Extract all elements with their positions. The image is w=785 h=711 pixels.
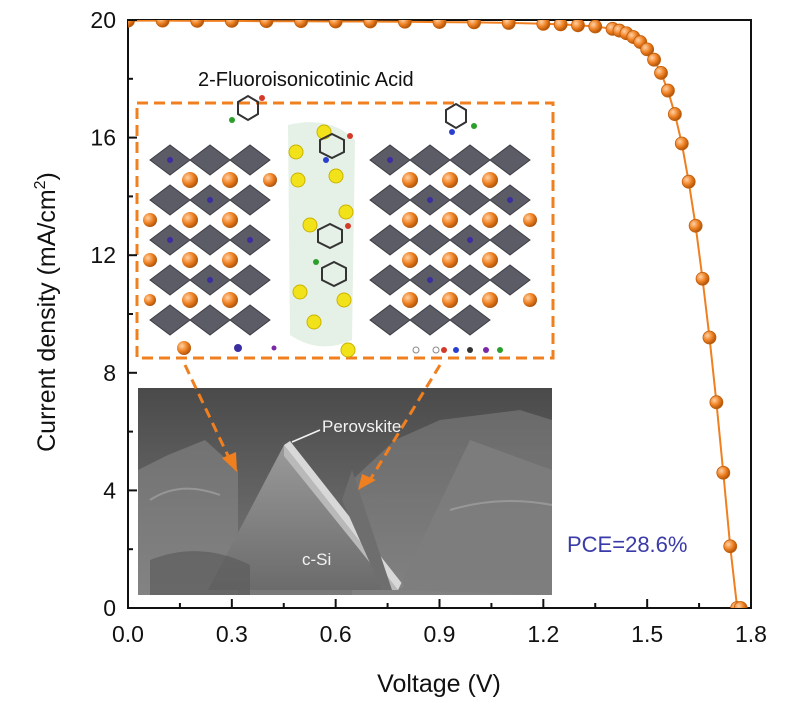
data-point: [467, 20, 482, 30]
x-axis-title: Voltage (V): [377, 670, 501, 698]
data-point: [702, 330, 717, 345]
data-point: [571, 20, 585, 33]
data-point: [709, 395, 724, 410]
perovskite-label: Perovskite: [322, 417, 401, 436]
y-tick-label: 12: [90, 242, 116, 268]
data-point: [553, 20, 568, 32]
c-si-label: c-Si: [302, 550, 331, 569]
x-tick-label: 0.0: [112, 621, 144, 647]
y-axis: 0 4 8 12 16 20: [90, 7, 137, 621]
y-tick-label: 4: [103, 477, 116, 503]
data-point: [259, 20, 274, 29]
x-tick-label: 0.6: [320, 621, 352, 647]
y-axis-title-sup: 2: [32, 180, 49, 189]
y-axis-title: Current density (mA/cm2): [32, 172, 61, 452]
data-point: [654, 66, 668, 80]
x-tick-label: 0.3: [216, 621, 248, 647]
data-point: [432, 20, 447, 29]
x-axis: 0.0 0.3 0.6 0.9 1.2 1.5 1.8: [112, 599, 767, 647]
data-point: [733, 601, 748, 608]
data-point: [640, 42, 655, 57]
arrow-heads: [222, 452, 376, 490]
y-axis-title-tail: ): [33, 172, 61, 180]
x-tick-label: 1.2: [527, 621, 559, 647]
data-point: [688, 218, 703, 233]
y-tick-label: 0: [103, 595, 116, 621]
inset-title: 2-Fluoroisonicotinic Acid: [198, 69, 414, 91]
data-point: [723, 539, 738, 554]
data-point: [190, 20, 205, 28]
data-point: [224, 20, 239, 28]
data-point: [328, 20, 343, 29]
data-point: [536, 20, 551, 31]
data-point: [716, 465, 731, 480]
data-point: [155, 20, 170, 28]
x-tick-label: 1.8: [735, 621, 767, 647]
y-tick-label: 20: [90, 7, 116, 33]
data-point: [363, 20, 378, 29]
data-point: [674, 136, 689, 151]
x-tick-label: 0.9: [424, 621, 456, 647]
inset-connector-arrows: [183, 364, 442, 481]
data-point: [667, 107, 682, 121]
data-point: [681, 174, 696, 189]
data-layer: [128, 20, 748, 608]
perovskite-crystal-illustration: [143, 94, 537, 358]
data-point: [695, 271, 710, 286]
data-point: [501, 20, 516, 30]
y-tick-label: 16: [90, 125, 116, 151]
x-tick-label: 1.5: [631, 621, 663, 647]
data-point: [647, 52, 661, 67]
data-point: [661, 83, 675, 98]
y-axis-title-main: Current density (mA/cm: [33, 189, 61, 452]
sem-cross-section-image: [138, 388, 553, 595]
y-tick-label: 8: [103, 360, 116, 386]
data-point: [294, 20, 308, 29]
data-point: [397, 20, 412, 29]
data-point: [588, 20, 603, 34]
pce-label: PCE=28.6%: [567, 532, 687, 557]
